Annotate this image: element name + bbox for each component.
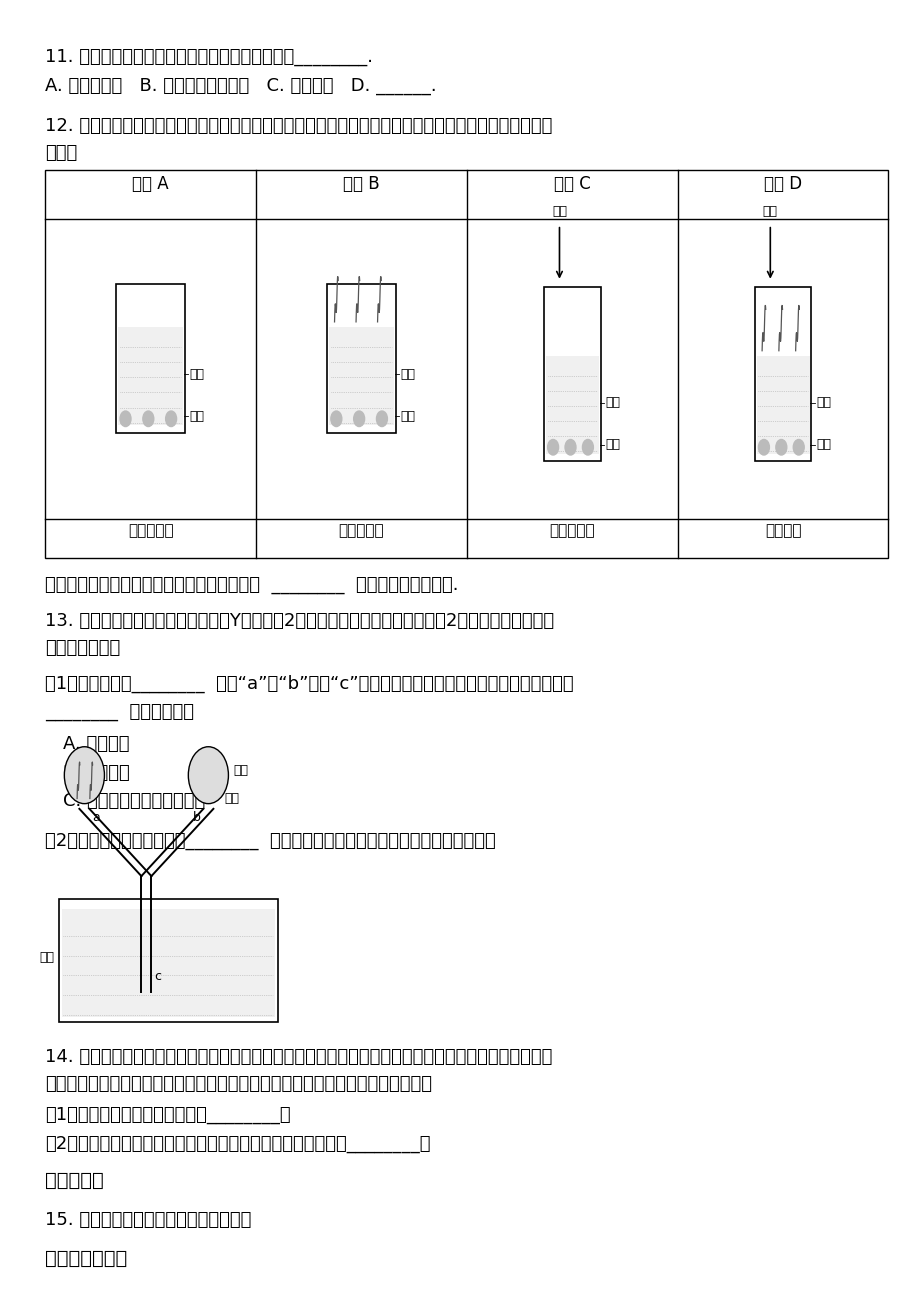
Text: 14. 某同学做红磷在氧气中燃烧实验时，将点燃的红磷伸入盛有氧气的集气瓶中，红磷劇烈燃烧，过一会: 14. 某同学做红磷在氧气中燃烧实验时，将点燃的红磷伸入盛有氧气的集气瓶中，红磷… [45, 1048, 552, 1066]
Text: 验证：: 验证： [45, 145, 77, 161]
Text: 证明可燃物燃烧必须要接触氧气的两个实验是  ________  （填实验字母代号）.: 证明可燃物燃烧必须要接触氧气的两个实验是 ________ （填实验字母代号）. [45, 575, 459, 594]
Bar [45, 169, 888, 557]
Text: 热水（80℃）: 热水（80℃） [161, 1005, 221, 1018]
Circle shape [64, 747, 105, 803]
Circle shape [792, 440, 803, 454]
Bar [754, 286, 811, 461]
Text: 白磷: 白磷 [400, 410, 414, 423]
Text: 热水: 热水 [815, 396, 830, 409]
Text: （1）能燃烧的是________  （填“a”、“b”、或“c”）处，该处燃着的磷会很快息灭，原因可能是: （1）能燃烧的是________ （填“a”、“b”、或“c”）处，该处燃着的磷… [45, 674, 573, 693]
Text: A. 清除可燃物   B. 降低图书的着火点   C. 隔绝空气   D. ______.: A. 清除可燃物 B. 降低图书的着火点 C. 隔绝空气 D. ______. [45, 77, 437, 95]
Text: 白磷: 白磷 [815, 439, 830, 452]
Text: ________  （填序号）．: ________ （填序号）． [45, 703, 194, 721]
Text: a: a [92, 811, 100, 824]
Circle shape [564, 440, 575, 454]
Text: 红磷: 红磷 [224, 792, 239, 805]
Circle shape [547, 440, 558, 454]
Text: 11. 用液态二氧化碳灬火器扑灭图书失火的原理是________.: 11. 用液态二氧化碳灬火器扑灭图书失火的原理是________. [45, 48, 373, 66]
Bar [59, 900, 278, 1022]
Text: 白磷: 白磷 [189, 410, 204, 423]
Text: （2）消防队员在火灾现场扑灭明火后，还要继续洒水的原因是________．: （2）消防队员在火灾现场扑灭明火后，还要继续洒水的原因是________． [45, 1135, 430, 1152]
Text: C. 管内产生了二氧化碳气体: C. 管内产生了二氧化碳气体 [63, 792, 206, 810]
Text: 深度的热水中．: 深度的热水中． [45, 639, 120, 658]
Text: B. 氧气耗尽: B. 氧气耗尽 [63, 763, 130, 781]
Text: 三、解答题: 三、解答题 [45, 1170, 104, 1190]
Text: c: c [154, 970, 162, 983]
Bar [543, 286, 600, 461]
Text: （2）管口的小气球可以防止________  （填化学式）进入空气，从而使该实验绿色化．: （2）管口的小气球可以防止________ （填化学式）进入空气，从而使该实验绿… [45, 832, 495, 850]
Bar [327, 284, 395, 434]
Text: b: b [192, 811, 200, 824]
Circle shape [331, 411, 342, 427]
Text: 冷水: 冷水 [189, 367, 204, 380]
Text: 氧气: 氧气 [762, 206, 777, 219]
Bar [117, 284, 185, 434]
Text: 实验 C: 实验 C [553, 174, 590, 193]
Circle shape [142, 411, 153, 427]
Text: 白磷燃烧: 白磷燃烧 [764, 523, 800, 538]
Bar [755, 355, 809, 453]
Text: 冷水: 冷水 [605, 396, 619, 409]
Text: 白磷: 白磷 [40, 950, 54, 963]
Text: 白磷不燃烧: 白磷不燃烧 [128, 523, 173, 538]
Text: 儿，燃烧匄内火焰息灭．接着立即从集气瓶中取出燃烧匄，息灭的红磷又复燃了．: 儿，燃烧匄内火焰息灭．接着立即从集气瓶中取出燃烧匄，息灭的红磷又复燃了． [45, 1075, 432, 1094]
Text: 四、实验探究题: 四、实验探究题 [45, 1249, 128, 1268]
Text: 实验 B: 实验 B [343, 174, 380, 193]
Bar [545, 355, 598, 453]
Circle shape [775, 440, 786, 454]
Text: 实验 A: 实验 A [132, 174, 169, 193]
Text: 白磷: 白磷 [605, 439, 619, 452]
Text: 白磷不燃烧: 白磷不燃烧 [338, 523, 384, 538]
Circle shape [120, 411, 130, 427]
Circle shape [165, 411, 176, 427]
Text: 气球: 气球 [233, 763, 248, 776]
Text: 15. 通常情况下，燃烧需要哪三个条件？: 15. 通常情况下，燃烧需要哪三个条件？ [45, 1211, 251, 1229]
Text: 12. 某同学根据日常经验推测，可燃物燃烧可能与氧气和温度有关．为此，他设计并完成了下列实验进行: 12. 某同学根据日常经验推测，可燃物燃烧可能与氧气和温度有关．为此，他设计并完… [45, 117, 552, 134]
Text: 13. 如图所示，将白磷和红磷分装于Y形试管的2个支管中，管口系牛小气球，在2个支管同时伸入相同: 13. 如图所示，将白磷和红磷分装于Y形试管的2个支管中，管口系牛小气球，在2个… [45, 612, 554, 630]
Circle shape [757, 440, 768, 454]
Circle shape [188, 747, 228, 803]
Circle shape [353, 411, 364, 427]
Text: A. 温度降低: A. 温度降低 [63, 736, 130, 753]
Text: 白磷不燃烧: 白磷不燃烧 [549, 523, 595, 538]
Circle shape [376, 411, 387, 427]
Text: 热水: 热水 [400, 367, 414, 380]
Text: 实验 D: 实验 D [763, 174, 801, 193]
Text: 氧气: 氧气 [551, 206, 566, 219]
Text: （1）请你分析红磷复燃的原因：________；: （1）请你分析红磷复燃的原因：________； [45, 1107, 290, 1125]
Bar [329, 327, 393, 426]
Bar [62, 909, 275, 1017]
Circle shape [582, 440, 593, 454]
Bar [119, 327, 183, 426]
